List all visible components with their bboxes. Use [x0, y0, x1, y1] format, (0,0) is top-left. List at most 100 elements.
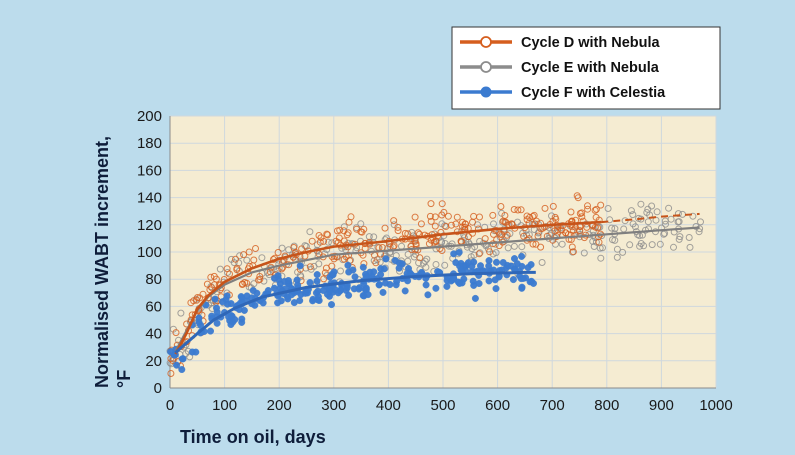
series-d-point: [308, 237, 316, 245]
series-e-point: [224, 269, 231, 276]
series-f-point: [386, 281, 394, 289]
series-f-point: [313, 277, 321, 285]
x-tick-labels: 0 100 200 300 400 500 600 700 800 900 1000: [166, 397, 733, 414]
series-e-point: [177, 309, 185, 317]
series-f-point: [526, 278, 534, 286]
y-tick-label: 160: [137, 162, 162, 179]
series-d-point: [568, 243, 576, 251]
series-f-point: [450, 275, 458, 283]
series-d-point: [340, 255, 348, 263]
series-d-point: [489, 211, 497, 219]
y-tick-label: 200: [137, 108, 162, 125]
series-e-point: [643, 209, 651, 216]
series-f-point: [375, 281, 383, 289]
series-d-point: [578, 213, 586, 221]
series-d-point: [580, 234, 588, 242]
series-e-point: [243, 256, 251, 264]
x-tick-label: 900: [649, 397, 674, 414]
series-e-point: [419, 259, 427, 267]
x-tick-label: 200: [267, 397, 292, 414]
legend-marker-e: [480, 61, 492, 73]
series-f-point: [457, 266, 465, 274]
series-f-point: [456, 279, 464, 287]
series-d-point: [426, 212, 434, 220]
series-d-point: [323, 230, 331, 238]
series-d-point: [453, 213, 461, 221]
series-d-point: [372, 259, 380, 267]
series-f-point: [223, 292, 231, 300]
y-tick-label: 60: [145, 298, 162, 315]
series-d-point: [208, 284, 216, 292]
series-e-point: [619, 248, 627, 256]
series-f-point: [377, 271, 385, 279]
series-f-point: [328, 301, 336, 309]
series-f-point: [344, 261, 352, 269]
trend-line-d: [174, 220, 602, 355]
series-d-point: [584, 205, 592, 213]
series-e-point: [340, 223, 348, 231]
series-f-point: [313, 271, 321, 279]
series-d-point: [256, 273, 264, 280]
series-f-point: [485, 262, 493, 270]
series-f-point: [178, 366, 186, 374]
series-d-point: [394, 223, 402, 231]
series-d-point: [475, 250, 483, 258]
series-e-point: [278, 244, 286, 252]
series-f-point: [306, 279, 314, 287]
series-d-point: [330, 255, 338, 263]
legend-label-f: Cycle F with Celestia: [521, 85, 666, 101]
series-f-point: [382, 255, 390, 263]
series-d-point: [245, 248, 253, 256]
series-d-point: [514, 206, 522, 214]
series-e-point: [689, 212, 697, 220]
series-d-point: [571, 231, 579, 239]
series-d-point: [567, 208, 575, 216]
series-d-point: [431, 222, 439, 230]
series-d-point: [324, 231, 332, 239]
series-f-point: [518, 262, 526, 270]
series-e-point: [674, 210, 682, 218]
series-f-point: [493, 258, 501, 266]
series-f-point: [211, 295, 219, 303]
y-tick-label: 180: [137, 135, 162, 152]
series-e-point: [404, 257, 412, 265]
series-e-point: [627, 207, 635, 215]
series-e-point: [629, 220, 637, 228]
series-d-point: [240, 251, 248, 259]
series-e-point: [518, 243, 526, 251]
series-f-point: [364, 291, 372, 299]
series-d-point: [322, 264, 330, 272]
series-e-point: [660, 230, 668, 238]
series-e-point: [504, 244, 512, 252]
series-d-point: [541, 204, 549, 212]
x-tick-label: 0: [166, 397, 174, 414]
series-d-point: [525, 235, 533, 243]
series-f-point: [218, 298, 226, 306]
series-f-point: [275, 276, 283, 284]
series-d-point: [358, 228, 366, 236]
series-d-point: [440, 208, 448, 216]
series-f-point: [208, 312, 216, 320]
legend-marker-f: [480, 86, 492, 98]
series-f-point: [351, 273, 359, 281]
series-e-point: [492, 249, 500, 257]
series-d-point: [573, 192, 581, 200]
series-d-point: [316, 238, 324, 246]
series-d-point: [238, 281, 246, 288]
series-d-point: [503, 231, 511, 239]
series-d-point: [529, 213, 537, 220]
series-d-point: [576, 227, 584, 234]
series-d-point: [502, 218, 510, 226]
x-tick-label: 300: [321, 397, 346, 414]
series-e-point: [626, 241, 634, 249]
series-f-point: [395, 259, 403, 267]
series-e-point: [227, 255, 235, 263]
series-e-point: [675, 235, 683, 243]
series-f-point: [345, 291, 353, 299]
series-d-point: [431, 213, 439, 221]
series-f-point: [173, 361, 181, 369]
series-e-point: [637, 200, 645, 208]
series-d-point: [497, 203, 505, 210]
series-f-point: [326, 287, 334, 295]
